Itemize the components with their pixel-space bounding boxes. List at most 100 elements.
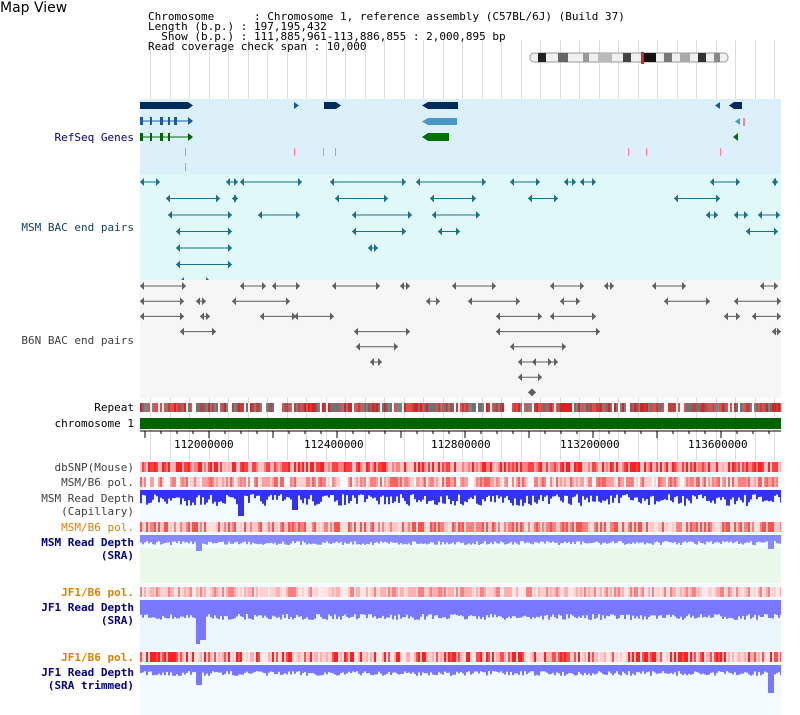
depth-bar (450, 665, 452, 676)
heat-cell (464, 587, 466, 597)
repeat-segment (284, 403, 286, 412)
heat-cell (178, 652, 180, 662)
msm-b6-pol-track[interactable] (140, 477, 781, 487)
heat-cell (438, 462, 440, 472)
refseq-genes[interactable] (140, 99, 781, 174)
depth-bar (312, 665, 314, 674)
depth-bar (716, 535, 718, 543)
chromosome-ideogram[interactable] (528, 52, 730, 64)
depth-bar (158, 490, 160, 503)
heat-cell (738, 522, 740, 532)
depth-bar (440, 490, 442, 497)
depth-bar (272, 600, 274, 616)
msm-capillary-depth-track[interactable] (140, 490, 781, 518)
repeat-segment (662, 403, 664, 412)
depth-bar (656, 600, 658, 619)
bac-end-right (228, 227, 232, 236)
msm-sra-depth-label[interactable]: MSM Read Depth (41, 536, 134, 549)
heat-cell (472, 462, 474, 472)
depth-bar (434, 665, 436, 675)
heat-cell (286, 587, 288, 597)
jf1-sra-depth-track[interactable] (140, 600, 781, 646)
heat-cell (370, 522, 372, 532)
heat-cell (408, 587, 410, 597)
msm-bac-label[interactable]: MSM BAC end pairs (21, 221, 134, 234)
repeat-segment (292, 403, 294, 412)
depth-bar (772, 600, 774, 619)
repeat-segment (558, 403, 560, 412)
chromosome-bar[interactable] (140, 418, 781, 429)
heat-cell (510, 477, 512, 487)
jf1-b6-pol-track[interactable] (140, 587, 781, 597)
heat-cell (428, 587, 430, 597)
depth-bar (682, 665, 684, 676)
depth-bar (426, 535, 428, 545)
b6n-bac-label[interactable]: B6N BAC end pairs (21, 334, 134, 347)
msm-b6-pol-2-label[interactable]: MSM/B6 pol. (61, 521, 134, 534)
jf1-trim-depth-label[interactable]: JF1 Read Depth (41, 666, 134, 679)
depth-bar (318, 490, 320, 504)
heat-cell (700, 477, 702, 487)
heat-cell (276, 462, 278, 472)
depth-bar (642, 600, 644, 620)
depth-bar (688, 490, 690, 501)
depth-bar (498, 600, 500, 616)
heat-cell (272, 462, 274, 472)
heat-cell (246, 522, 248, 532)
repeat-segment (706, 403, 708, 412)
repeat-segment (364, 403, 366, 412)
depth-bar (170, 535, 172, 545)
dbsnp-track[interactable] (140, 462, 781, 472)
heat-cell (224, 462, 226, 472)
refseq-genes-label[interactable]: RefSeq Genes (54, 131, 134, 144)
msm-cap-depth-label[interactable]: MSM Read Depth (41, 492, 134, 505)
depth-bar (140, 490, 142, 504)
jf1-b6-pol-2-track[interactable] (140, 652, 781, 662)
repeat-segment (240, 403, 242, 412)
heat-cell (310, 587, 312, 597)
depth-bar (762, 665, 764, 674)
heat-cell (690, 652, 692, 662)
heat-cell (394, 462, 396, 472)
heat-cell (542, 477, 544, 487)
heat-cell (566, 652, 568, 662)
dbsnp-label[interactable]: dbSNP(Mouse) (54, 461, 134, 474)
heat-cell (254, 477, 256, 487)
heat-cell (652, 652, 654, 662)
depth-bar (200, 490, 202, 505)
jf1-b6-pol-2-label[interactable]: JF1/B6 pol. (61, 651, 134, 664)
heat-cell (752, 522, 754, 532)
depth-bar (554, 600, 556, 618)
heat-cell (662, 587, 664, 597)
bac-end-left (528, 194, 532, 203)
heat-cell (612, 462, 614, 472)
jf1-sra-trimmed-depth-track[interactable] (140, 665, 781, 695)
heat-cell (322, 587, 324, 597)
heat-cell (642, 587, 644, 597)
msm-b6-pol-2-track[interactable] (140, 522, 781, 532)
jf1-b6-pol-label[interactable]: JF1/B6 pol. (61, 586, 134, 599)
heat-cell (312, 462, 314, 472)
heat-cell (512, 462, 514, 472)
depth-bar (776, 600, 778, 615)
depth-bar (362, 600, 364, 615)
depth-bar (264, 665, 266, 674)
depth-bar (470, 490, 472, 498)
bac-end-right (378, 358, 382, 366)
b6n-bac-end-pairs[interactable] (140, 280, 781, 398)
depth-bar (210, 535, 212, 543)
heat-cell (166, 652, 168, 662)
msm-b6-pol-label[interactable]: MSM/B6 pol. (61, 476, 134, 489)
repeat-track[interactable] (140, 403, 781, 412)
heat-cell (550, 652, 552, 662)
msm-bac-end-pairs[interactable] (140, 174, 781, 280)
heat-cell (650, 587, 652, 597)
depth-bar (256, 665, 258, 672)
msm-sra-depth-track[interactable] (140, 535, 781, 553)
heat-cell (562, 522, 564, 532)
heat-cell (240, 477, 242, 487)
repeat-segment (462, 403, 464, 412)
depth-bar (364, 490, 366, 503)
jf1-sra-depth-label[interactable]: JF1 Read Depth (41, 601, 134, 614)
depth-bar (342, 490, 344, 495)
